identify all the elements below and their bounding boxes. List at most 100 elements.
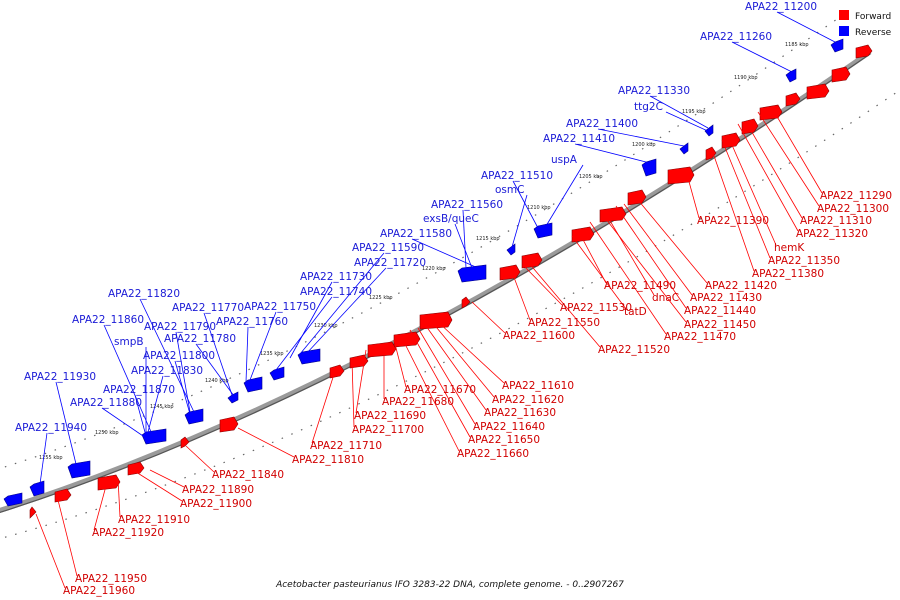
forward-label-connector bbox=[721, 139, 771, 259]
reverse-gene-label: osmC bbox=[495, 184, 524, 196]
forward-label-connector bbox=[527, 261, 601, 348]
forward-gene-arrow bbox=[461, 296, 471, 309]
forward-label-connector bbox=[601, 213, 687, 323]
reverse-gene-arrow bbox=[785, 68, 797, 83]
reverse-label-connector bbox=[511, 194, 528, 248]
forward-gene-arrow bbox=[855, 44, 873, 59]
forward-label-connector bbox=[351, 359, 355, 428]
reverse-gene-label: ttg2C bbox=[634, 101, 663, 113]
forward-gene-label: APA22_11430 bbox=[690, 292, 762, 304]
reverse-label-connector bbox=[454, 223, 473, 269]
scale-tick-label: 1185 kbp bbox=[785, 42, 809, 48]
reverse-label-connector bbox=[55, 381, 77, 465]
reverse-gene-label: APA22_11580 bbox=[380, 228, 452, 240]
forward-gene-arrow bbox=[393, 331, 421, 348]
forward-label-connector bbox=[471, 301, 506, 334]
forward-label-connector bbox=[637, 199, 708, 284]
reverse-gene-arrow bbox=[704, 124, 714, 137]
forward-gene-arrow bbox=[831, 66, 851, 83]
forward-gene-arrow bbox=[29, 506, 37, 519]
forward-gene-label: APA22_11530 bbox=[560, 302, 632, 314]
forward-gene-label: APA22_11300 bbox=[817, 203, 889, 215]
forward-gene-label: APA22_11490 bbox=[604, 280, 676, 292]
reverse-gene-label: APA22_11780 bbox=[164, 333, 236, 345]
forward-gene-label: APA22_11900 bbox=[180, 498, 252, 510]
forward-gene-label: tatD bbox=[624, 306, 647, 318]
forward-label-connector bbox=[431, 321, 495, 398]
forward-gene-arrow bbox=[367, 341, 397, 358]
forward-label-connector bbox=[355, 349, 367, 414]
reverse-gene-label: APA22_11330 bbox=[618, 85, 690, 97]
reverse-gene-label: APA22_11930 bbox=[24, 371, 96, 383]
reverse-gene-arrow bbox=[243, 376, 263, 393]
reverse-label-connector bbox=[462, 209, 467, 269]
reverse-gene-label: APA22_11730 bbox=[300, 271, 372, 283]
reverse-label-connector bbox=[101, 407, 147, 439]
reverse-gene-label: APA22_11510 bbox=[481, 170, 553, 182]
forward-label-connector bbox=[605, 213, 655, 296]
forward-gene-arrow bbox=[419, 311, 453, 330]
scale-tick-label: 1255 kbp bbox=[39, 455, 63, 461]
reverse-gene-label: uspA bbox=[551, 154, 578, 166]
reverse-gene-label: APA22_11200 bbox=[745, 1, 817, 13]
reverse-gene-label: APA22_11410 bbox=[543, 133, 615, 145]
reverse-gene-arrow bbox=[679, 142, 689, 155]
reverse-label-connector bbox=[574, 143, 647, 163]
reverse-gene-label: APA22_11880 bbox=[70, 397, 142, 409]
reverse-gene-label: APA22_11590 bbox=[352, 242, 424, 254]
forward-label-connector bbox=[511, 271, 531, 321]
reverse-gene-label: APA22_11860 bbox=[72, 314, 144, 326]
reverse-gene-arrow bbox=[29, 480, 45, 497]
forward-label-connector bbox=[35, 513, 66, 589]
forward-gene-arrow bbox=[54, 488, 72, 503]
forward-gene-arrow bbox=[571, 226, 595, 243]
genome-caption: Acetobacter pasteurianus IFO 3283-22 DNA… bbox=[275, 580, 624, 590]
forward-gene-label: APA22_11960 bbox=[63, 585, 135, 597]
forward-label-connector bbox=[745, 121, 803, 219]
forward-gene-label: APA22_11320 bbox=[796, 228, 868, 240]
forward-label-connector bbox=[737, 123, 799, 232]
reverse-gene-label: exsB/queC bbox=[423, 213, 479, 225]
forward-label-connector bbox=[687, 177, 700, 219]
scale-tick-label: 1190 kbp bbox=[734, 75, 758, 81]
forward-gene-arrow bbox=[180, 436, 190, 449]
reverse-gene-label: APA22_11260 bbox=[700, 31, 772, 43]
forward-gene-arrow bbox=[499, 264, 521, 281]
legend-forward-label: Forward bbox=[855, 12, 891, 22]
forward-label-connector bbox=[571, 235, 627, 310]
forward-label-connector bbox=[615, 205, 687, 309]
forward-gene-label: APA22_11920 bbox=[92, 527, 164, 539]
reverse-gene-label: APA22_11800 bbox=[143, 350, 215, 362]
forward-label-connector bbox=[579, 233, 607, 284]
forward-gene-label: APA22_11680 bbox=[382, 396, 454, 408]
reverse-label-connector bbox=[289, 281, 333, 359]
forward-gene-arrow bbox=[785, 92, 801, 107]
reverse-label-connector bbox=[103, 324, 153, 435]
forward-gene-label: APA22_11350 bbox=[768, 255, 840, 267]
forward-label-connector bbox=[417, 327, 476, 425]
forward-label-connector bbox=[393, 339, 407, 388]
reverse-gene-arrow bbox=[506, 243, 516, 256]
forward-gene-label: APA22_11470 bbox=[664, 331, 736, 343]
forward-gene-label: APA22_11550 bbox=[528, 317, 600, 329]
reverse-gene-label: APA22_11750 bbox=[244, 301, 316, 313]
reverse-label-connector bbox=[134, 394, 147, 437]
forward-gene-label: APA22_11890 bbox=[182, 484, 254, 496]
forward-gene-label: APA22_11520 bbox=[598, 344, 670, 356]
scale-tick-label: 1230 kbp bbox=[314, 323, 338, 329]
forward-gene-arrow bbox=[806, 83, 830, 100]
forward-gene-arrow bbox=[127, 461, 145, 476]
forward-gene-label: dnaC bbox=[652, 292, 679, 304]
forward-label-connector bbox=[523, 265, 563, 306]
reverse-label-connector bbox=[665, 111, 711, 133]
reverse-gene-label: APA22_11790 bbox=[144, 321, 216, 333]
legend-reverse-swatch bbox=[839, 26, 849, 36]
forward-label-connector bbox=[425, 325, 487, 411]
reverse-label-connector bbox=[299, 252, 385, 355]
forward-label-connector bbox=[185, 445, 215, 473]
forward-gene-arrow bbox=[667, 166, 695, 185]
forward-label-connector bbox=[117, 477, 121, 518]
scale-tick-label: 1240 kbp bbox=[205, 378, 229, 384]
forward-label-connector bbox=[57, 499, 78, 577]
